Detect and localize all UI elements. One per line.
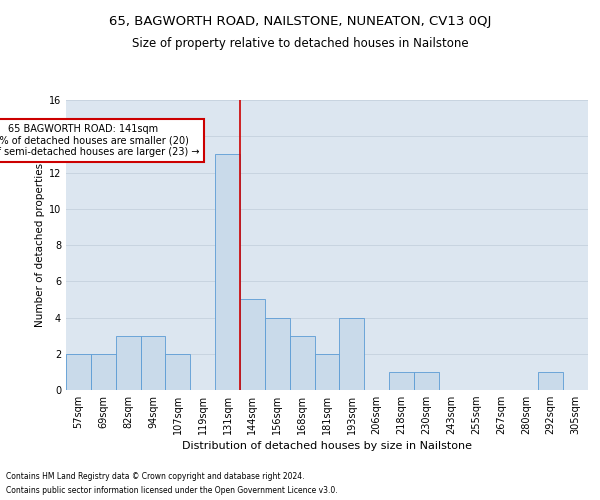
Text: Contains public sector information licensed under the Open Government Licence v3: Contains public sector information licen… (6, 486, 338, 495)
Text: Contains HM Land Registry data © Crown copyright and database right 2024.: Contains HM Land Registry data © Crown c… (6, 472, 305, 481)
Bar (240, 300, 265, 390)
Bar (166, 354, 190, 390)
Y-axis label: Number of detached properties: Number of detached properties (35, 163, 44, 327)
Bar (538, 372, 563, 390)
Text: 65 BAGWORTH ROAD: 141sqm
← 44% of detached houses are smaller (20)
51% of semi-d: 65 BAGWORTH ROAD: 141sqm ← 44% of detach… (0, 124, 199, 157)
Bar (265, 318, 290, 390)
Bar (389, 372, 414, 390)
Text: 65, BAGWORTH ROAD, NAILSTONE, NUNEATON, CV13 0QJ: 65, BAGWORTH ROAD, NAILSTONE, NUNEATON, … (109, 15, 491, 28)
Bar (66, 354, 91, 390)
Bar (314, 354, 340, 390)
Bar (290, 336, 314, 390)
Text: Size of property relative to detached houses in Nailstone: Size of property relative to detached ho… (131, 38, 469, 51)
Bar (116, 336, 140, 390)
Bar (91, 354, 116, 390)
X-axis label: Distribution of detached houses by size in Nailstone: Distribution of detached houses by size … (182, 442, 472, 452)
Bar (215, 154, 240, 390)
Bar (140, 336, 166, 390)
Bar (414, 372, 439, 390)
Bar (340, 318, 364, 390)
